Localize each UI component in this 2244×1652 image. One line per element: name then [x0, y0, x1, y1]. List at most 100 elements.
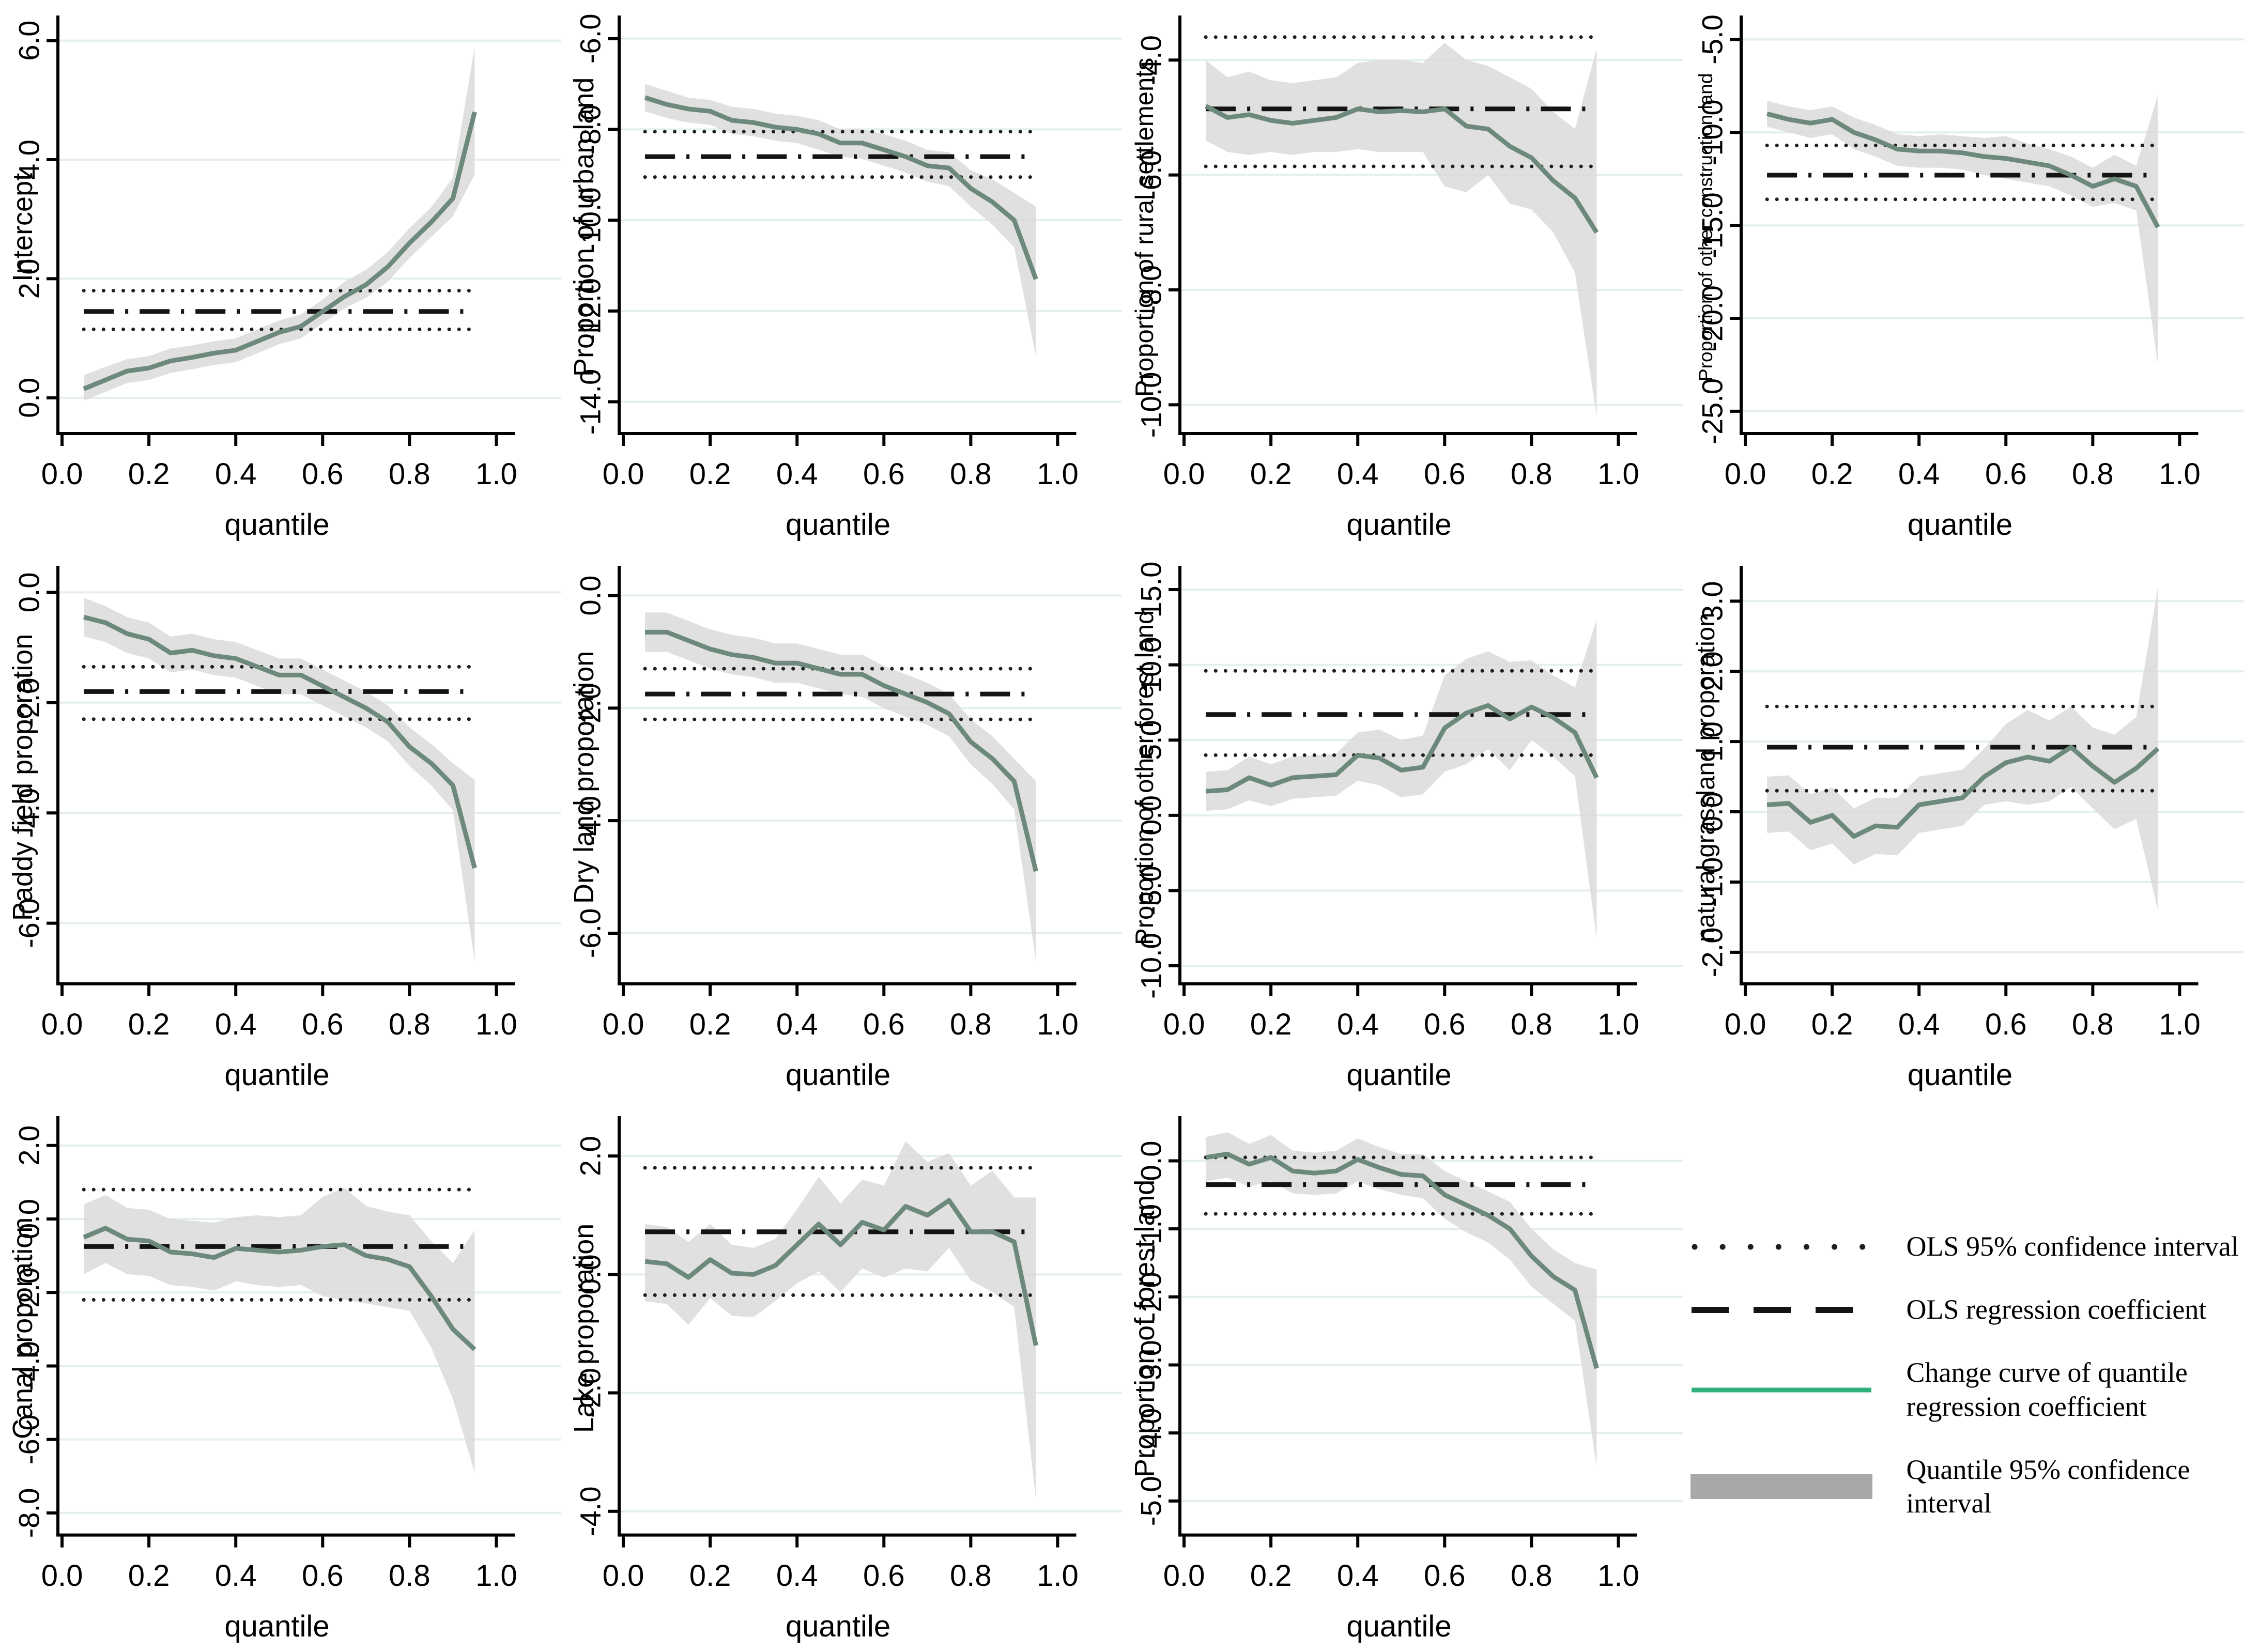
y-tick-label: -2.0	[13, 1268, 45, 1318]
quantile-coefficient-curve	[83, 1226, 477, 1351]
legend-label: OLS regression coefficient	[1906, 1293, 2207, 1325]
y-tick-label: -2.0	[13, 678, 45, 728]
x-tick-label: 0.4	[215, 1559, 257, 1593]
y-tick-label: -10.0	[1135, 933, 1167, 999]
x-tick-label: 0.6	[302, 457, 344, 491]
x-tick-label: 0.4	[1337, 1559, 1379, 1593]
y-tick-label: -4.0	[13, 788, 45, 838]
y-tick-label: -25.0	[1696, 378, 1728, 444]
x-tick-label: 0.0	[41, 1559, 83, 1593]
x-axis-label: quantile	[224, 1058, 330, 1092]
x-axis-label: quantile	[1346, 508, 1452, 542]
quantile-coefficient-curve	[644, 95, 1038, 280]
panel-forest-land: 0.0 -1.0 -2.0 -3.0 -4.0 -5.0 0.0 0.2 0.4 0.6 0.8 1.…	[1122, 1101, 1683, 1652]
y-tick-label: -4.0	[1135, 1408, 1167, 1458]
quantile-coefficient-curve	[644, 629, 1038, 872]
y-tick-label: -8.0	[574, 104, 606, 154]
x-tick-label: 1.0	[475, 1008, 517, 1041]
x-tick-label: 0.8	[2072, 1008, 2114, 1041]
x-axis-label: quantile	[1346, 1058, 1452, 1092]
x-tick-label: 0.4	[1898, 1008, 1940, 1041]
quantile-ci-band	[84, 1187, 475, 1473]
y-tick-label: -6.0	[13, 1414, 45, 1464]
x-axis-label: quantile	[224, 508, 330, 542]
x-tick-label: 0.2	[689, 1559, 731, 1593]
y-tick-label: 0.0	[1696, 792, 1728, 832]
y-tick-label: -6.0	[574, 14, 606, 64]
x-tick-label: 1.0	[1037, 1559, 1079, 1593]
x-tick-label: 1.0	[1597, 457, 1639, 491]
quantile-plot: 6.0 4.0 2.0 0.0 0.0 0.2 0.4 0.6 0.8 1.0	[13, 16, 561, 491]
quantile-coefficient-curve	[1204, 104, 1599, 234]
panel-rural-settlements: -4.0 -6.0 -8.0 -10.0 0.0 0.2 0.4 0.6 0.8 1.0 Prop…	[1122, 0, 1683, 550]
y-tick-label: -8.0	[13, 1488, 45, 1538]
x-tick-label: 0.4	[215, 1008, 257, 1041]
x-axis-label: quantile	[785, 1058, 891, 1092]
x-tick-label: 0.4	[1337, 1008, 1379, 1041]
x-tick-label: 0.6	[863, 457, 904, 491]
y-axis-label: natural grassland proporation	[1692, 612, 1720, 943]
x-tick-label: 0.2	[128, 1559, 170, 1593]
y-tick-label: -4.0	[574, 1486, 606, 1536]
y-axis-label: Proportion of other forest land	[1131, 610, 1159, 945]
y-tick-label: -5.0	[1135, 866, 1167, 915]
x-tick-label: 0.2	[128, 457, 170, 491]
quantile-ci-band	[1206, 620, 1597, 939]
x-tick-label: 0.6	[1985, 1008, 2026, 1041]
quantile-ci-band	[1206, 1132, 1597, 1467]
y-axis-label: Dry land proporation	[568, 651, 600, 904]
panel-natural-grassland: 3.0 2.0 1.0 0.0 -1.0 -2.0 0.0 0.2 0.4 0.6 0.8 1.0 n…	[1683, 550, 2244, 1101]
legend-label: Quantile 95% confidence interval	[1906, 1454, 2190, 1519]
quantile-ci-band	[84, 598, 475, 962]
x-tick-label: 1.0	[2159, 1008, 2201, 1041]
x-tick-label: 0.2	[689, 457, 731, 491]
x-tick-label: 1.0	[475, 1559, 517, 1593]
panel-dry-land: 0.0 -2.0 -4.0 -6.0 0.0 0.2 0.4 0.6 0.8 1.0 Dry la…	[561, 550, 1122, 1101]
quantile-ci-band	[84, 47, 475, 401]
y-axis-label: Proportion of rural settlements	[1131, 57, 1159, 397]
quantile-plot: -6.0 -8.0 -10.0 -12.0 -14.0 0.0 0.2 0.4 0.6 0.8 1.…	[574, 14, 1122, 491]
panel-paddy-field: 0.0 -2.0 -4.0 -6.0 0.0 0.2 0.4 0.6 0.8 1.0 Paddy …	[0, 550, 561, 1101]
y-tick-label: 1.0	[1696, 721, 1728, 762]
y-tick-label: -4.0	[1135, 35, 1167, 85]
y-tick-label: 0.0	[13, 378, 45, 418]
x-tick-label: 0.4	[215, 457, 257, 491]
x-tick-label: 0.6	[1424, 1559, 1466, 1593]
y-tick-label: -2.0	[574, 1368, 606, 1418]
y-tick-label: -6.0	[574, 908, 606, 958]
y-tick-label: 0.0	[1135, 795, 1167, 836]
legend-label: OLS 95% confidence interval	[1906, 1231, 2239, 1262]
y-tick-label: -15.0	[1696, 192, 1728, 258]
quantile-plot: 0.0 -2.0 -4.0 -6.0 0.0 0.2 0.4 0.6 0.8 1.0	[574, 566, 1122, 1041]
quantile-plot: 0.0 -1.0 -2.0 -3.0 -4.0 -5.0 0.0 0.2 0.4 0.6 0.8 1.…	[1135, 1116, 1683, 1593]
y-tick-label: -1.0	[1696, 857, 1728, 907]
x-tick-label: 0.2	[1250, 457, 1292, 491]
x-tick-label: 0.0	[1163, 1559, 1205, 1593]
x-tick-label: 1.0	[1597, 1008, 1639, 1041]
y-tick-label: 2.0	[13, 259, 45, 299]
y-tick-label: -3.0	[1135, 1340, 1167, 1390]
x-tick-label: 0.8	[950, 457, 992, 491]
y-tick-label: -14.0	[574, 369, 606, 435]
x-tick-label: 0.4	[776, 1008, 818, 1041]
quantile-coefficient-curve	[1205, 1151, 1599, 1369]
quantile-coefficient-curve	[83, 111, 477, 391]
x-tick-label: 0.8	[950, 1559, 992, 1593]
panel-urban-land: -6.0 -8.0 -10.0 -12.0 -14.0 0.0 0.2 0.4 0.6 0.8 1.…	[561, 0, 1122, 550]
gray-band-icon	[1690, 1474, 1872, 1500]
quantile-plot: 15.0 10.0 5.0 0.0 -5.0 -10.0 0.0 0.2 0.4 0.6 0.8 1.…	[1135, 562, 1683, 1041]
x-tick-label: 0.0	[602, 1559, 644, 1593]
y-axis-label: Intercept	[7, 173, 38, 282]
x-tick-label: 0.8	[1511, 457, 1553, 491]
y-tick-label: -1.0	[1135, 1204, 1167, 1254]
green-line-icon	[1691, 1387, 1871, 1393]
y-tick-label: -12.0	[574, 278, 606, 344]
y-tick-label: 5.0	[1135, 720, 1167, 760]
panel-canal: 2.0 0.0 -2.0 -4.0 -6.0 -8.0 0.0 0.2 0.4 0.6 0.8 1.0…	[0, 1101, 561, 1652]
x-tick-label: 1.0	[475, 457, 517, 491]
x-tick-label: 0.8	[1511, 1559, 1553, 1593]
y-tick-label: -4.0	[13, 1341, 45, 1391]
quantile-plot: 3.0 2.0 1.0 0.0 -1.0 -2.0 0.0 0.2 0.4 0.6 0.8 1.0	[1696, 566, 2244, 1041]
y-tick-label: 15.0	[1135, 562, 1167, 618]
